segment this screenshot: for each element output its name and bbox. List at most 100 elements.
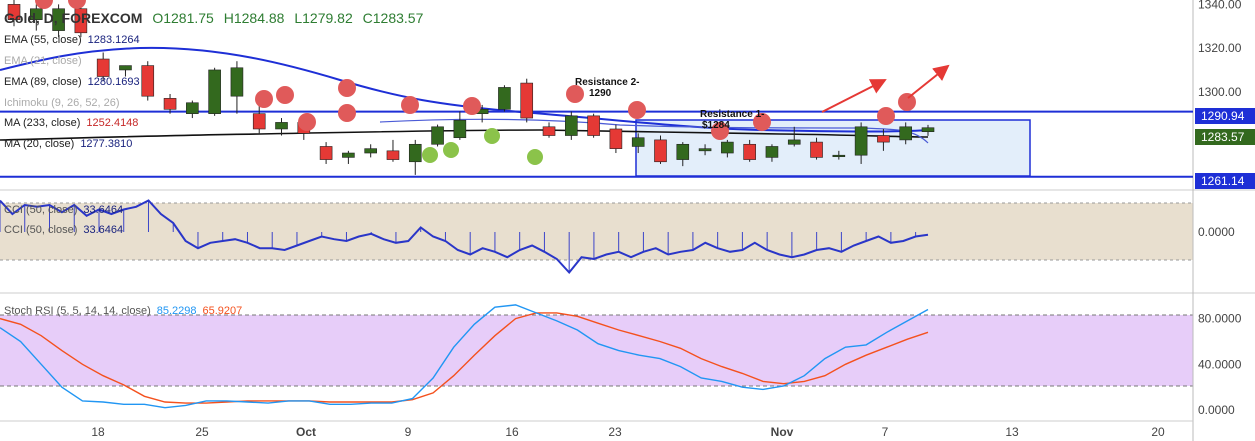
date-tick-label: 13 <box>1005 425 1019 439</box>
indicator-ma20[interactable]: MA (20, close) 1277.3810 <box>4 138 132 150</box>
resistance-marker <box>753 113 771 131</box>
up-arrow <box>821 79 887 113</box>
candle-body <box>29 8 43 20</box>
stoch-tick-label: 40.0000 <box>1198 357 1242 371</box>
date-tick-label: 16 <box>505 425 519 439</box>
candle-body <box>230 67 244 97</box>
date-tick-label: Nov <box>771 425 794 439</box>
resistance-marker <box>35 0 53 9</box>
indicator-label: EMA (89, close) <box>4 76 82 88</box>
indicator-value: 1252.4148 <box>86 117 139 129</box>
indicator-ichimoku[interactable]: Ichimoku (9, 26, 52, 26) <box>4 97 120 109</box>
date-tick-label: Oct <box>296 425 316 439</box>
indicator-value: 1280.1693 <box>87 76 140 88</box>
candle-body <box>899 126 913 141</box>
candle-body <box>141 65 155 97</box>
date-tick-label: 25 <box>195 425 209 439</box>
candle-body <box>386 150 400 160</box>
ema-55-line <box>0 46 929 133</box>
low-value: L1279.82 <box>294 10 353 26</box>
resistance-marker <box>401 96 419 114</box>
stoch-d-value: 65.9207 <box>202 305 243 317</box>
stoch-k-value: 85.2298 <box>156 305 197 317</box>
indicator-value: 1277.3810 <box>80 138 133 150</box>
last-price-tag: 1283.57 <box>1195 129 1255 145</box>
indicator-label: EMA (21, close) <box>4 55 82 67</box>
candle-body <box>743 143 756 160</box>
symbol-label: Gold, D, FOREXCOM <box>4 10 143 26</box>
candle-body <box>119 65 132 71</box>
date-tick-label: 9 <box>405 425 412 439</box>
indicator-ema89[interactable]: EMA (89, close) 1280.1693 <box>4 76 140 88</box>
candle-body <box>765 146 779 158</box>
candle-body <box>787 139 801 145</box>
candle-body <box>453 119 467 139</box>
cci-value: 33.6464 <box>83 224 124 236</box>
resistance-2-annotation: Resistance 2- 1290 <box>575 77 639 99</box>
candle-body <box>832 154 846 158</box>
cci-line <box>0 199 929 275</box>
indicator-label: MA (233, close) <box>4 117 81 129</box>
resistance-marker <box>338 79 356 97</box>
resistance-marker <box>338 104 356 122</box>
cci-band <box>0 203 1193 260</box>
candle-body <box>319 146 333 160</box>
resistance-marker <box>68 0 86 9</box>
stoch-legend[interactable]: Stoch RSI (5, 5, 14, 14, close) 85.2298 65… <box>4 305 242 317</box>
indicator-ema21[interactable]: EMA (21, close) <box>4 55 82 67</box>
candle-body <box>7 4 21 20</box>
high-value: H1284.88 <box>223 10 285 26</box>
candle-body <box>609 128 623 149</box>
indicator-label: Ichimoku (9, 26, 52, 26) <box>4 97 120 109</box>
candle-body <box>96 58 110 77</box>
candle-body <box>698 148 712 152</box>
resistance-marker <box>877 107 895 125</box>
candle-body <box>631 137 645 147</box>
price-tick-label: 1320.00 <box>1198 41 1242 55</box>
candle-body <box>565 115 578 136</box>
candle-body <box>342 152 355 158</box>
candle-body <box>654 139 667 163</box>
close-value: C1283.57 <box>362 10 424 26</box>
stoch-d-line <box>0 312 929 404</box>
price-tick-label: 1340.00 <box>1198 0 1242 11</box>
candle-body <box>877 135 890 143</box>
cci-axis-label: 0.0000 <box>1198 225 1235 239</box>
candle-body <box>364 148 377 154</box>
date-tick-label: 23 <box>608 425 622 439</box>
cci-legend-2[interactable]: CCI (50, close) 33.6464 <box>4 224 123 236</box>
candle-body <box>676 143 690 160</box>
resistance-marker <box>898 93 916 111</box>
chart-header: Gold, D, FOREXCOM O1281.75 H1284.88 L127… <box>4 10 423 26</box>
cci-legend-1[interactable]: CCI (50, close) 33.6464 <box>4 204 123 216</box>
resistance-marker <box>463 97 481 115</box>
up-arrow <box>907 64 950 99</box>
indicator-label: EMA (55, close) <box>4 34 82 46</box>
candle-body <box>52 8 65 31</box>
resistance-marker <box>276 86 294 104</box>
range-box <box>635 119 1031 177</box>
resistance-1-annotation: Resistance 1- $1284 <box>700 109 764 131</box>
support-marker <box>422 147 438 163</box>
open-value: O1281.75 <box>152 10 214 26</box>
cci-label: CCI (50, close) <box>4 204 78 216</box>
candle-body <box>208 69 221 114</box>
support-marker <box>527 149 543 165</box>
stoch-band <box>0 315 1193 386</box>
annotation-line: Resistance 2- <box>575 77 640 88</box>
annotation-line: 1290 <box>589 88 612 99</box>
cci-value: 33.6464 <box>83 204 124 216</box>
candle-body <box>721 141 734 154</box>
candle-body <box>186 102 199 114</box>
date-tick-label: 20 <box>1151 425 1165 439</box>
resistance-marker <box>566 85 584 103</box>
indicator-ema55[interactable]: EMA (55, close) 1283.1264 <box>4 34 140 46</box>
indicator-ma233[interactable]: MA (233, close) 1252.4148 <box>4 117 138 129</box>
resistance-marker <box>255 90 273 108</box>
price-tick-label: 1300.00 <box>1198 85 1242 99</box>
date-tick-label: 18 <box>91 425 105 439</box>
annotation-line: Resistance 1- <box>700 109 765 120</box>
support-marker <box>484 128 500 144</box>
candle-body <box>854 126 868 156</box>
